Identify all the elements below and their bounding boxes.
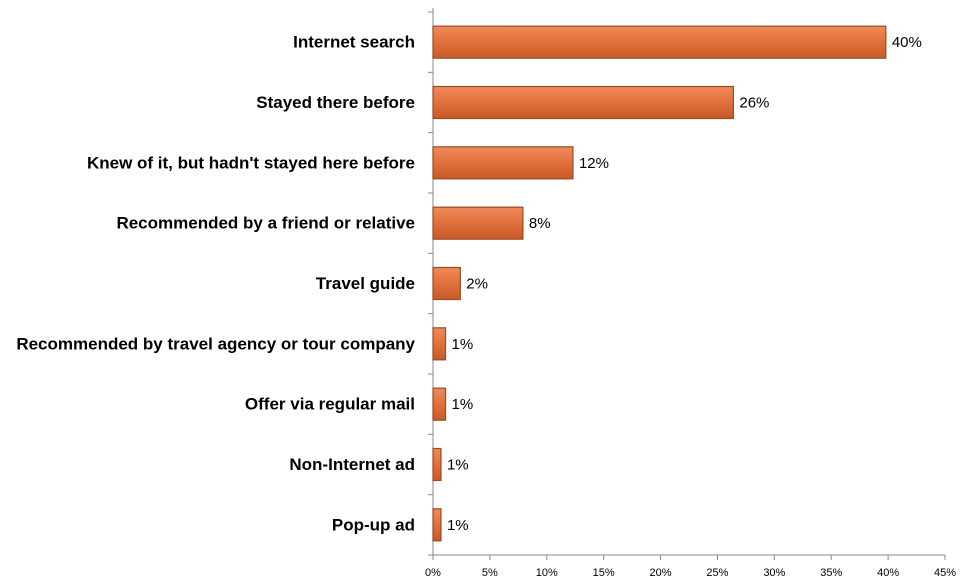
y-tick-label: Recommended by travel agency or tour com… [16, 334, 415, 353]
y-tick-label: Stayed there before [256, 93, 415, 112]
value-label: 1% [447, 517, 469, 534]
value-label: 26% [739, 94, 769, 111]
y-tick-label: Pop-up ad [332, 515, 415, 534]
y-tick-label: Offer via regular mail [245, 395, 415, 414]
x-tick-label: 35% [820, 567, 842, 579]
bar [432, 146, 574, 180]
x-tick-label: 30% [763, 567, 785, 579]
value-label: 12% [579, 155, 609, 172]
bar [432, 85, 734, 120]
y-tick-label: Non-Internet ad [289, 455, 415, 474]
bar [432, 206, 524, 240]
x-tick-label: 25% [706, 567, 728, 579]
x-tick-label: 45% [934, 567, 956, 579]
y-tick-label: Knew of it, but hadn't stayed here befor… [87, 153, 415, 172]
bar [432, 387, 447, 421]
y-tick-label: Recommended by a friend or relative [116, 214, 415, 233]
value-label: 1% [447, 456, 469, 473]
x-tick-label: 5% [482, 567, 498, 579]
y-tick-label: Travel guide [316, 274, 415, 293]
value-label: 1% [452, 336, 474, 353]
x-tick-label: 40% [877, 567, 899, 579]
value-label: 2% [466, 275, 488, 292]
value-label: 1% [452, 396, 474, 413]
x-tick-label: 20% [650, 567, 672, 579]
bar [432, 327, 447, 361]
value-label: 8% [529, 215, 551, 232]
x-tick-label: 0% [425, 567, 441, 579]
x-tick-label: 15% [593, 567, 615, 579]
value-label: 40% [892, 34, 922, 51]
bar [432, 508, 442, 542]
bar [432, 447, 442, 482]
y-tick-label: Internet search [293, 33, 415, 52]
bar [432, 25, 887, 59]
bar [432, 266, 461, 301]
x-tick-label: 10% [536, 567, 558, 579]
